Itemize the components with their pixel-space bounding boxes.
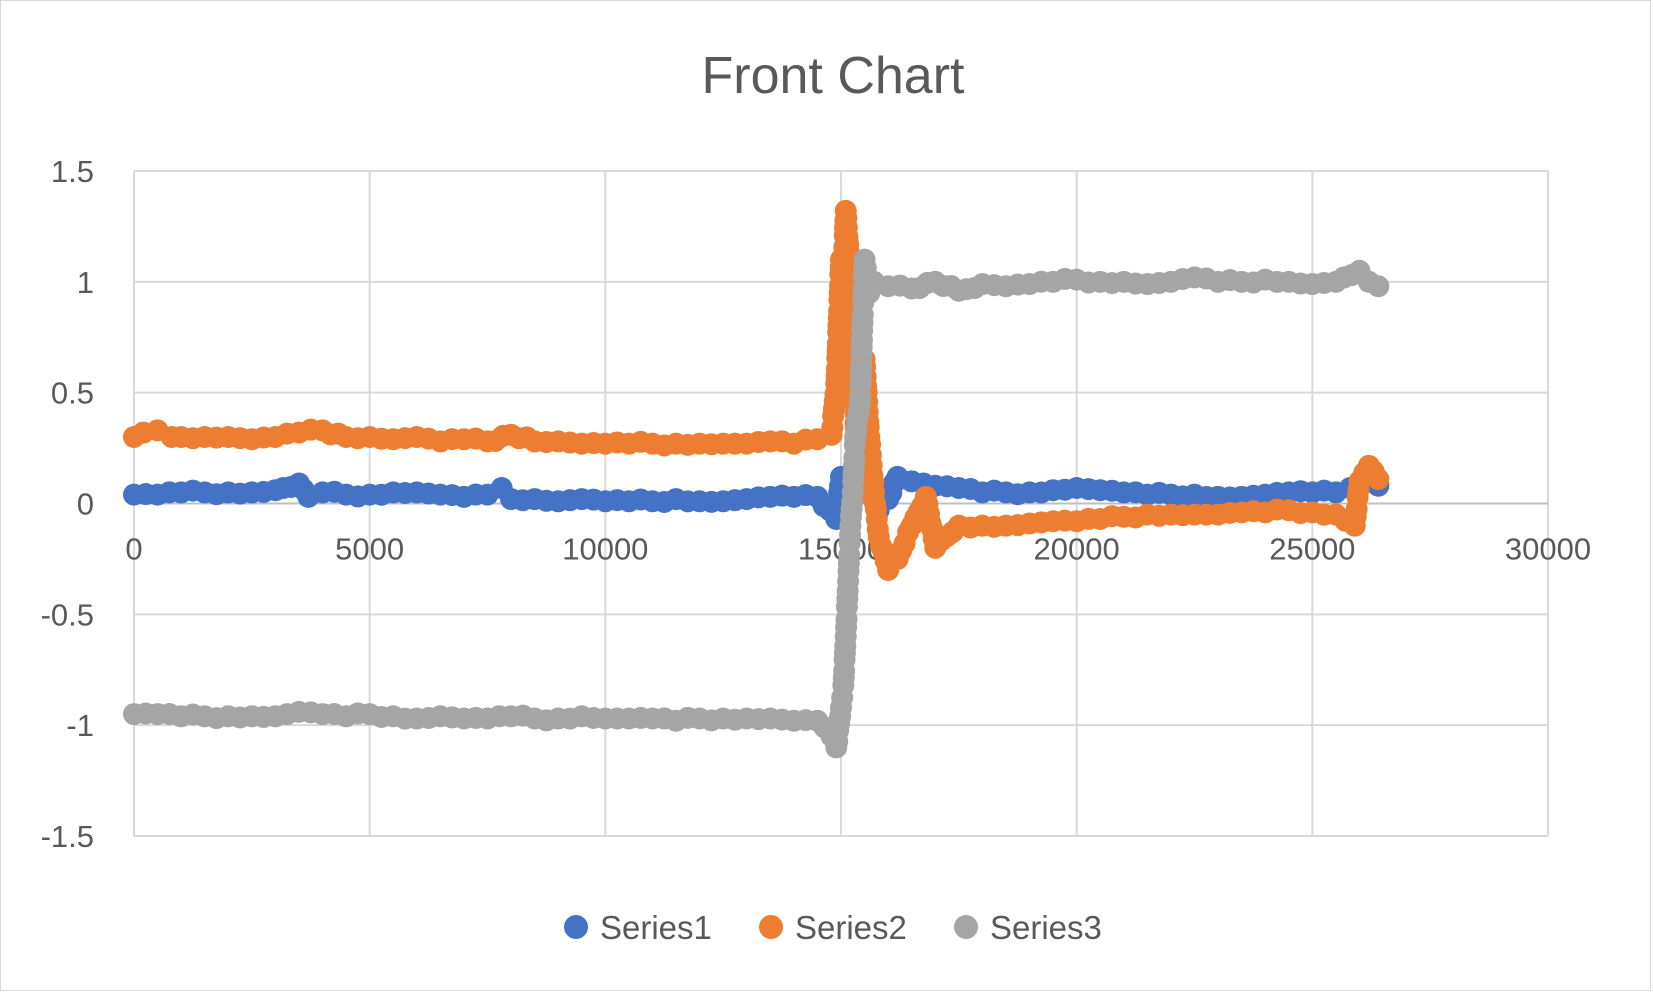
series-series3: [123, 248, 1390, 759]
legend-label-series3: Series3: [990, 909, 1102, 946]
legend-label-series1: Series1: [600, 909, 712, 946]
y-tick-label: 0.5: [51, 376, 94, 411]
plot-points: [123, 199, 1390, 759]
x-tick-label: 20000: [1034, 532, 1120, 567]
y-axis-tick-labels: 1.5 1 0.5 0 -0.5 -1 -1.5: [41, 154, 94, 854]
series-series2: [123, 199, 1390, 581]
legend-marker-series2: [759, 915, 783, 939]
x-tick-label: 25000: [1269, 532, 1355, 567]
y-tick-label: -1.5: [41, 819, 94, 854]
y-tick-label: -0.5: [41, 597, 94, 632]
y-tick-label: 0: [77, 487, 94, 522]
data-point: [1367, 468, 1390, 491]
y-tick-label: 1: [77, 265, 94, 300]
legend-marker-series3: [954, 915, 978, 939]
y-tick-label: -1: [66, 708, 94, 743]
chart-title: Front Chart: [702, 47, 966, 105]
x-tick-label: 5000: [335, 532, 404, 567]
x-tick-label: 10000: [562, 532, 648, 567]
x-tick-label: 30000: [1505, 532, 1591, 567]
legend-marker-series1: [564, 915, 588, 939]
x-tick-label: 0: [125, 532, 142, 567]
legend: Series1 Series2 Series3: [564, 909, 1102, 946]
y-tick-label: 1.5: [51, 154, 94, 189]
data-point: [1367, 275, 1390, 298]
series-series1: [123, 448, 1390, 531]
legend-label-series2: Series2: [795, 909, 907, 946]
